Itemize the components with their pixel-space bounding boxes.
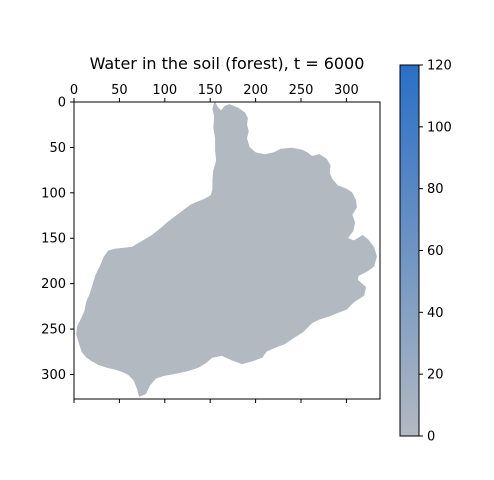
catchment-region <box>76 101 377 397</box>
y-tick-label: 250 <box>41 323 66 338</box>
x-tick-label: 300 <box>334 83 359 98</box>
y-tick-label: 150 <box>41 232 66 247</box>
colorbar-tick-label: 100 <box>427 120 452 135</box>
x-tick-label: 0 <box>70 83 78 98</box>
y-tick-label: 0 <box>58 96 66 111</box>
x-axis: 0 50 100 150 200 250 300 <box>70 83 359 403</box>
colorbar-tick-label: 60 <box>427 244 444 259</box>
y-tick-label: 50 <box>49 141 66 156</box>
colorbar-tick-label: 120 <box>427 59 452 74</box>
colorbar-bar <box>399 64 420 437</box>
colorbar-tick-label: 20 <box>427 368 444 383</box>
plot-area <box>73 101 381 400</box>
colorbar-tick-label: 40 <box>427 306 444 321</box>
y-tick-label: 100 <box>41 186 66 201</box>
y-tick-label: 200 <box>41 277 66 292</box>
x-tick-label: 200 <box>243 83 268 98</box>
x-tick-label: 50 <box>111 83 128 98</box>
plot-frame <box>73 101 381 400</box>
colorbar-tick-label: 80 <box>427 182 444 197</box>
colorbar: 0 20 40 60 80 100 120 <box>399 59 452 445</box>
colorbar-ticks: 0 20 40 60 80 100 120 <box>419 59 452 445</box>
x-tick-label: 150 <box>198 83 223 98</box>
colorbar-tick-label: 0 <box>427 430 435 445</box>
x-tick-label: 100 <box>152 83 177 98</box>
x-tick-label: 250 <box>289 83 314 98</box>
y-tick-label: 300 <box>41 368 66 383</box>
y-axis: 0 50 100 150 200 250 300 <box>41 96 74 383</box>
chart-title: Water in the soil (forest), t = 6000 <box>90 54 365 73</box>
